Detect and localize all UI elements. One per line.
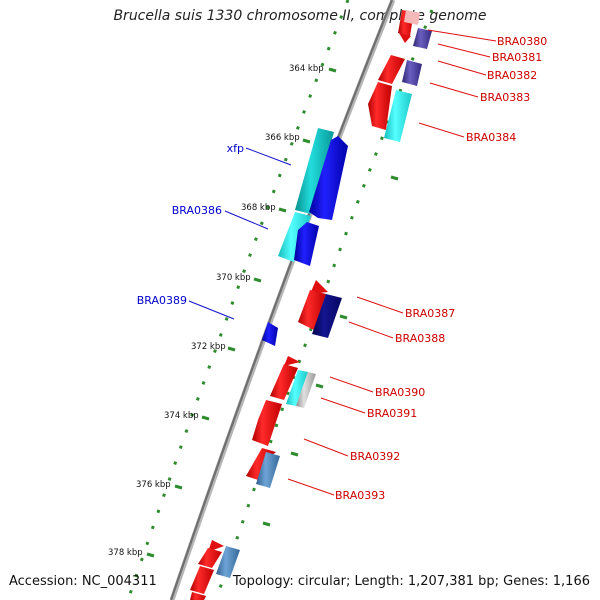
map-title: Brucella suis 1330 chromosome II, comple…	[113, 8, 487, 24]
gene-arrow	[298, 290, 326, 330]
gene-label: xfp	[227, 142, 244, 155]
topology-text: Topology: circular; Length: 1,207,381 bp…	[232, 574, 590, 589]
ruler-tick	[315, 383, 324, 389]
leader-lines-left	[188, 147, 292, 320]
gene-labels-left: xfp BRA0386 BRA0389	[137, 142, 244, 307]
leader-line	[303, 438, 349, 457]
ruler-label: 366 kbp	[265, 133, 300, 143]
gene-arrow	[286, 370, 308, 406]
gene-arrow	[208, 540, 224, 552]
ruler-tick	[227, 346, 236, 352]
gene-label: BRA0381	[492, 51, 542, 64]
gene-label: BRA0387	[405, 307, 455, 320]
ruler-tick	[390, 175, 399, 181]
gene-arrow	[256, 452, 280, 488]
leader-line	[348, 321, 394, 339]
gene-label: BRA0393	[335, 489, 385, 502]
gene-arrow	[384, 90, 412, 142]
genome-backbone-shadow	[169, 0, 396, 600]
leader-line	[188, 300, 235, 320]
ruler-label: 364 kbp	[289, 64, 324, 74]
leader-line	[356, 296, 404, 314]
accession-text: Accession: NC_004311	[9, 574, 157, 589]
gene-arrow	[284, 356, 300, 366]
ruler-tick	[146, 552, 155, 558]
ruler-label: 374 kbp	[164, 411, 199, 421]
gene-arrow	[278, 212, 311, 262]
gene-arrow	[310, 280, 328, 294]
gene-label: BRA0389	[137, 294, 187, 307]
gene-label: BRA0383	[480, 91, 530, 104]
gene-label: BRA0390	[375, 386, 425, 399]
gene-label: BRA0392	[350, 450, 400, 463]
leader-lines-right	[287, 29, 497, 496]
gene-label: BRA0384	[466, 131, 516, 144]
ruler-tick	[174, 484, 183, 490]
ruler-label: 368 kbp	[241, 203, 276, 213]
gene-arrow	[402, 60, 422, 86]
leader-line	[427, 29, 497, 42]
ruler-labels: 364 kbp 366 kbp 368 kbp 370 kbp 372 kbp …	[108, 64, 324, 558]
gene-arrow	[296, 372, 316, 408]
leader-line	[224, 210, 269, 230]
genome-backbone	[169, 0, 394, 600]
leader-line	[329, 376, 374, 393]
leader-line	[437, 60, 487, 76]
leader-line	[418, 122, 465, 138]
ruler-label: 378 kbp	[108, 548, 143, 558]
gene-label: BRA0382	[487, 69, 537, 82]
gene-arrow	[262, 322, 278, 346]
ruler-tick	[262, 521, 271, 527]
gene-arrow	[198, 548, 222, 568]
leader-line	[429, 82, 479, 98]
gene-arrow	[413, 28, 432, 49]
gene-arrow	[368, 82, 392, 130]
gene-arrow	[252, 400, 282, 446]
gene-arrow	[216, 546, 240, 578]
ruler-tick	[302, 138, 311, 144]
ruler-label: 370 kbp	[216, 273, 251, 283]
gene-labels-right: BRA0380 BRA0381 BRA0382 BRA0383 BRA0384 …	[335, 35, 547, 502]
ruler-tick	[253, 277, 262, 283]
gene-arrow	[399, 33, 411, 43]
gene-arrow	[190, 592, 206, 600]
ruler-label: 376 kbp	[136, 480, 171, 490]
gene-label: BRA0380	[497, 35, 547, 48]
leader-line	[287, 478, 335, 496]
leader-line	[320, 397, 366, 414]
gene-label: BRA0388	[395, 332, 445, 345]
leader-line	[245, 147, 292, 166]
gene-arrow	[270, 364, 298, 400]
gene-arrow	[295, 128, 334, 214]
gene-arrow	[404, 10, 420, 25]
ruler-tick	[328, 67, 337, 73]
gene-arrow	[190, 566, 214, 594]
gene-arrow	[378, 55, 405, 84]
ruler-tick	[278, 207, 287, 213]
gene-label: BRA0386	[172, 204, 222, 217]
gene-arrow	[294, 222, 319, 266]
gene-arrow	[312, 294, 342, 338]
leader-line	[437, 43, 491, 58]
ruler-tick	[201, 415, 210, 421]
ruler-tick	[290, 451, 299, 457]
ruler-label: 372 kbp	[191, 342, 226, 352]
gene-arrow	[309, 136, 348, 220]
gene-label: BRA0391	[367, 407, 417, 420]
gene-features	[190, 10, 432, 600]
ruler-tick	[339, 314, 348, 320]
